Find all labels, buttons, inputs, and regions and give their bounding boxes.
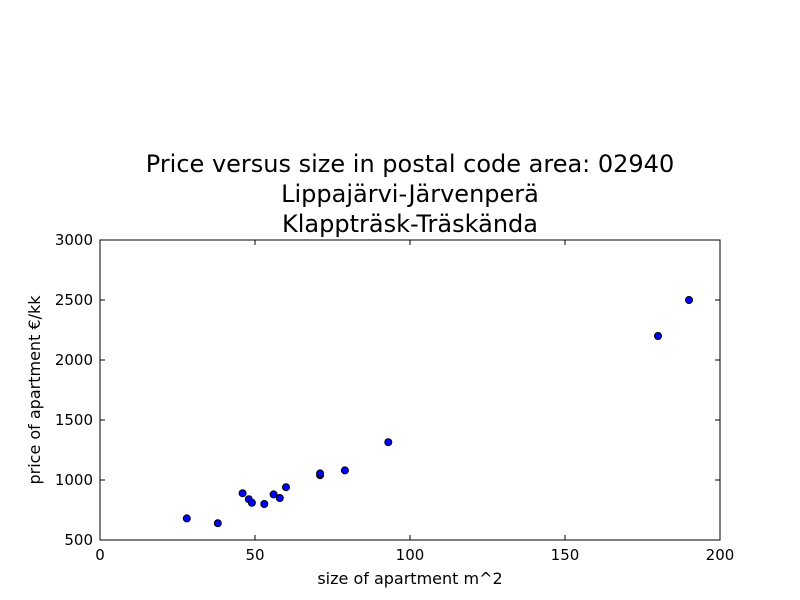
- data-point: [282, 483, 290, 492]
- x-tick-label: 200: [706, 546, 735, 564]
- y-tick-label: 2000: [55, 351, 93, 369]
- y-axis-label: price of apartment €/kk: [25, 295, 44, 485]
- title-line-2: Lippajärvi-Järvenperä: [281, 180, 539, 208]
- title-line-3: Klappträsk-Träskända: [282, 210, 538, 238]
- data-point: [238, 489, 247, 498]
- data-point: [260, 500, 269, 508]
- x-axis-label: size of apartment m^2: [317, 569, 502, 588]
- data-point: [247, 498, 256, 507]
- data-point: [182, 514, 191, 523]
- y-tick-label: 500: [64, 531, 93, 549]
- data-point: [340, 466, 349, 475]
- x-tick-label: 100: [396, 546, 425, 564]
- data-points: [182, 296, 693, 528]
- x-axis: 0 50 100 150 200: [95, 240, 734, 564]
- y-tick-label: 1000: [55, 471, 93, 489]
- x-tick-label: 50: [245, 546, 264, 564]
- y-axis: 500 1000 1500 2000 2500 3000: [55, 231, 720, 549]
- x-tick-label: 150: [551, 546, 580, 564]
- data-point: [316, 469, 325, 478]
- data-point: [384, 438, 393, 447]
- y-tick-label: 1500: [55, 411, 93, 429]
- data-point: [654, 332, 662, 340]
- data-point: [213, 519, 222, 528]
- x-tick-label: 0: [95, 546, 105, 564]
- data-point: [269, 490, 278, 499]
- y-tick-label: 2500: [55, 291, 93, 309]
- title-line-1: Price versus size in postal code area: 0…: [146, 150, 674, 178]
- chart-title: Price versus size in postal code area: 0…: [146, 150, 674, 238]
- plot-area-frame: [99, 239, 721, 541]
- data-point: [275, 494, 284, 502]
- y-tick-label: 3000: [55, 231, 93, 249]
- data-point: [685, 296, 693, 304]
